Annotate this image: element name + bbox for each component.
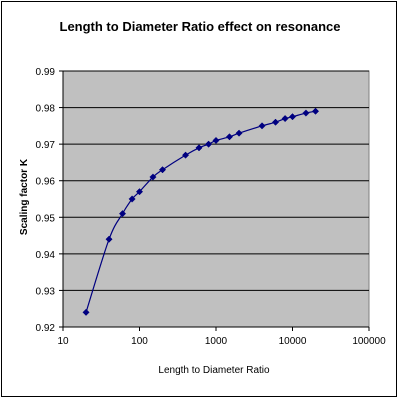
y-tick-label: 0.99 <box>36 67 56 78</box>
x-tick-label: 100 <box>131 336 148 347</box>
chart-title: Length to Diameter Ratio effect on reson… <box>60 19 341 34</box>
y-tick-labels: 0.92 0.93 0.94 0.95 0.96 0.97 0.98 0.99 <box>36 67 63 334</box>
data-point <box>281 114 289 123</box>
data-series <box>82 107 320 316</box>
data-point <box>302 109 310 117</box>
data-point <box>158 166 167 174</box>
x-tick-label: 100000 <box>352 336 386 347</box>
data-point <box>235 129 243 137</box>
y-tick-label: 0.95 <box>36 213 56 224</box>
y-tick-label: 0.93 <box>36 286 56 297</box>
data-point <box>82 308 90 316</box>
data-point <box>258 122 266 130</box>
data-point <box>288 113 297 121</box>
x-tick-label: 1000 <box>205 336 228 347</box>
data-point <box>128 195 136 203</box>
data-point <box>311 107 320 115</box>
x-tick-label: 10000 <box>279 336 307 347</box>
plot-area <box>62 70 370 328</box>
data-point <box>205 140 213 148</box>
data-point <box>135 188 144 196</box>
data-point <box>271 118 280 126</box>
y-tick-label: 0.92 <box>36 323 56 334</box>
y-tick-label: 0.94 <box>36 250 56 261</box>
data-point <box>105 235 113 243</box>
data-point <box>182 151 190 159</box>
x-tick-label: 10 <box>57 336 69 347</box>
data-point <box>225 133 234 141</box>
data-point <box>149 173 157 181</box>
x-axis-label: Length to Diameter Ratio <box>158 365 270 376</box>
data-point <box>118 210 127 218</box>
data-point <box>212 136 220 145</box>
data-point <box>195 144 203 152</box>
x-tick-labels: 10 100 1000 10000 100000 <box>57 327 386 347</box>
y-tick-label: 0.98 <box>36 104 56 115</box>
y-axis-label: Scaling factor K <box>19 158 30 235</box>
gridlines <box>63 70 369 291</box>
y-tick-label: 0.97 <box>36 140 56 151</box>
y-tick-label: 0.96 <box>36 177 56 188</box>
